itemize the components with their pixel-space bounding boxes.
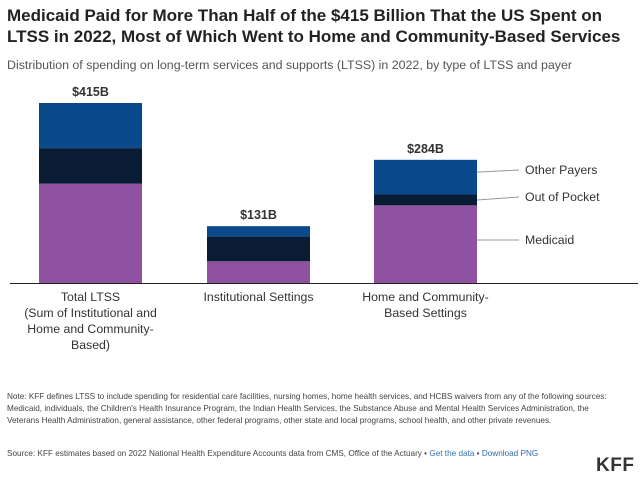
legend-label-out-of-pocket: Out of Pocket — [525, 190, 600, 204]
bar-other-payers-3 — [374, 159, 477, 195]
source-separator: • — [474, 449, 482, 458]
bar-out-of-pocket-1 — [39, 148, 142, 184]
bar-other-payers-1 — [39, 103, 142, 149]
bar-out-of-pocket-2 — [207, 236, 310, 262]
chart-source: Source: KFF estimates based on 2022 Nati… — [7, 448, 587, 460]
legend-leader-other-payers — [476, 169, 520, 173]
bar-medicaid-3 — [374, 205, 477, 283]
bar-out-of-pocket-3 — [374, 194, 477, 206]
legend-label-medicaid: Medicaid — [525, 233, 574, 247]
chart-subtitle: Distribution of spending on long-term se… — [7, 58, 572, 72]
total-label-2: $131B — [240, 208, 277, 222]
bar-other-payers-2 — [207, 226, 310, 237]
category-label-3: Home and Community-Based Settings — [362, 290, 488, 320]
kff-logo: KFF — [596, 455, 635, 476]
category-label-2: Institutional Settings — [203, 290, 313, 304]
stacked-bar-chart: $415B Total LTSS (Sum of Institutional and… — [10, 85, 638, 352]
bar-medicaid-2 — [207, 261, 310, 283]
source-text: Source: KFF estimates based on 2022 Nati… — [7, 449, 430, 458]
category-label-1: Total LTSS (Sum of Institutional and Home … — [24, 290, 157, 352]
chart-title: Medicaid Paid for More Than Half of the … — [7, 6, 621, 46]
total-label-1: $415B — [72, 85, 109, 99]
total-label-3: $284B — [407, 142, 444, 156]
legend-leader-out-of-pocket — [476, 196, 520, 201]
download-png-link[interactable]: Download PNG — [481, 449, 539, 458]
chart-note: Note: KFF defines LTSS to include spendi… — [7, 392, 607, 425]
legend-label-other-payers: Other Payers — [525, 163, 597, 177]
bar-medicaid-1 — [39, 183, 142, 283]
get-data-link[interactable]: Get the data — [429, 449, 475, 458]
